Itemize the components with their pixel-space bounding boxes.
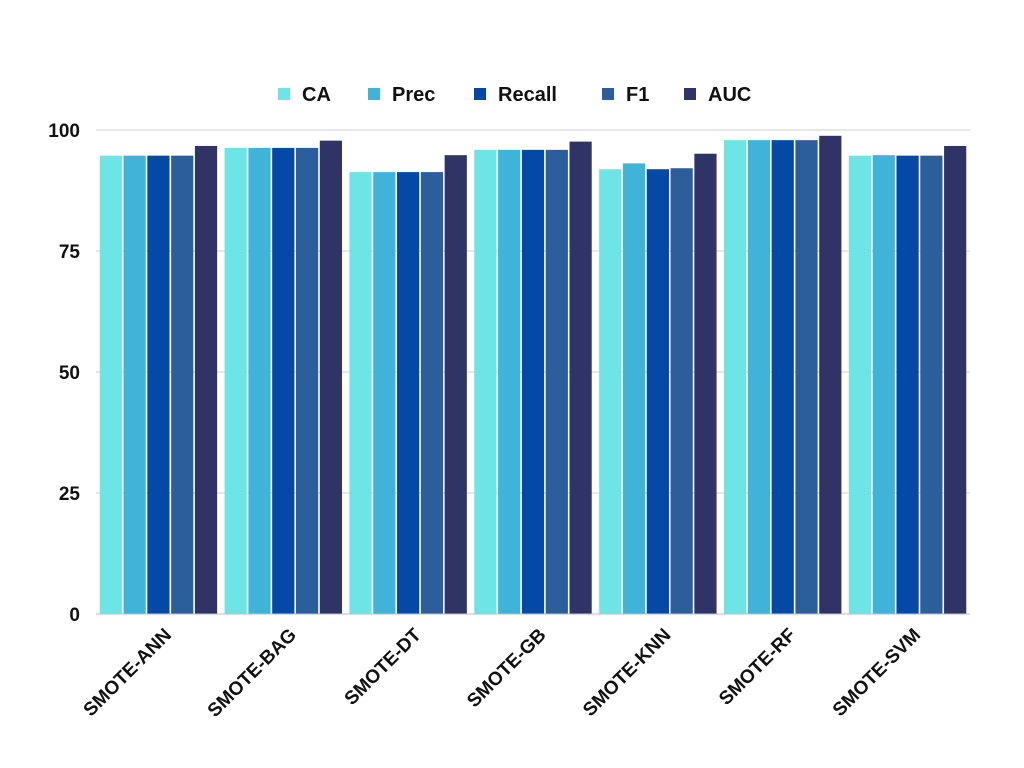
bar-ca-smote-bag <box>224 147 247 614</box>
x-axis-ticks: SMOTE-ANN SMOTE-BAG SMOTE-DT SMOTE-GB SMOTE-… <box>80 624 925 721</box>
bar-f1-smote-rf <box>795 140 818 614</box>
bar-f1-smote-gb <box>545 149 568 614</box>
legend-swatch <box>278 88 290 100</box>
bar-ca-smote-svm <box>848 155 872 615</box>
legend: CA Prec Recall F1 AUC <box>278 84 751 106</box>
bar-prec-smote-rf <box>747 140 771 614</box>
legend-item-ca: CA <box>278 84 331 106</box>
legend-item-recall: Recall <box>474 84 557 106</box>
y-tick-label: 100 <box>48 121 80 142</box>
bar-auc-smote-svm <box>944 145 967 615</box>
bar-recall-smote-knn <box>646 169 669 615</box>
legend-item-f1: F1 <box>602 84 649 106</box>
bar-prec-smote-bag <box>248 147 271 614</box>
bar-auc-smote-gb <box>569 141 592 614</box>
bar-recall-smote-bag <box>272 147 295 614</box>
bar-f1-smote-bag <box>295 147 319 614</box>
bar-prec-smote-svm <box>872 155 895 614</box>
x-tick-label: SMOTE-BAG <box>204 625 301 722</box>
bar-recall-smote-ann <box>147 155 170 615</box>
x-tick-label: SMOTE-DT <box>341 624 426 709</box>
legend-label: F1 <box>626 84 649 106</box>
bar-f1-smote-svm <box>920 155 943 615</box>
bar-recall-smote-rf <box>771 140 794 614</box>
y-tick-label: 75 <box>59 242 81 263</box>
bar-auc-smote-ann <box>194 145 218 615</box>
legend-swatch <box>602 88 614 100</box>
bar-prec-smote-gb <box>498 149 521 614</box>
x-tick-label: SMOTE-KNN <box>579 625 675 721</box>
legend-item-prec: Prec <box>368 84 435 106</box>
bar-f1-smote-knn <box>670 168 693 614</box>
legend-item-auc: AUC <box>684 84 751 106</box>
bar-auc-smote-dt <box>444 155 467 614</box>
x-tick-label: SMOTE-RF <box>715 625 800 710</box>
bar-auc-smote-rf <box>819 135 842 615</box>
bar-ca-smote-gb <box>474 149 497 614</box>
x-tick-label: SMOTE-SVM <box>829 625 925 721</box>
bar-ca-smote-dt <box>349 172 372 614</box>
bar-prec-smote-dt <box>373 172 396 614</box>
bar-ca-smote-rf <box>724 140 747 614</box>
y-tick-label: 25 <box>59 484 81 505</box>
y-axis-ticks: 0 25 50 75 100 <box>48 121 80 626</box>
x-tick-label: SMOTE-ANN <box>80 625 176 721</box>
legend-label: CA <box>302 84 331 106</box>
bar-recall-smote-svm <box>896 155 919 615</box>
bar-recall-smote-gb <box>521 149 545 614</box>
y-tick-label: 0 <box>69 605 80 626</box>
bar-prec-smote-knn <box>622 163 646 614</box>
y-tick-label: 50 <box>59 363 80 384</box>
bar-f1-smote-dt <box>420 172 444 614</box>
bar-auc-smote-bag <box>319 140 342 614</box>
legend-swatch <box>684 88 696 100</box>
legend-label: Recall <box>498 84 557 106</box>
x-tick-label: SMOTE-GB <box>463 625 550 712</box>
bar-recall-smote-dt <box>397 172 420 614</box>
legend-label: Prec <box>392 84 435 106</box>
bar-ca-smote-ann <box>99 155 122 615</box>
bar-f1-smote-ann <box>171 155 194 615</box>
legend-swatch <box>368 88 380 100</box>
bar-auc-smote-knn <box>694 153 717 614</box>
legend-label: AUC <box>708 84 751 106</box>
legend-swatch <box>474 88 486 100</box>
bar-prec-smote-ann <box>123 155 146 615</box>
bars <box>99 135 967 615</box>
bar-ca-smote-knn <box>599 169 622 615</box>
